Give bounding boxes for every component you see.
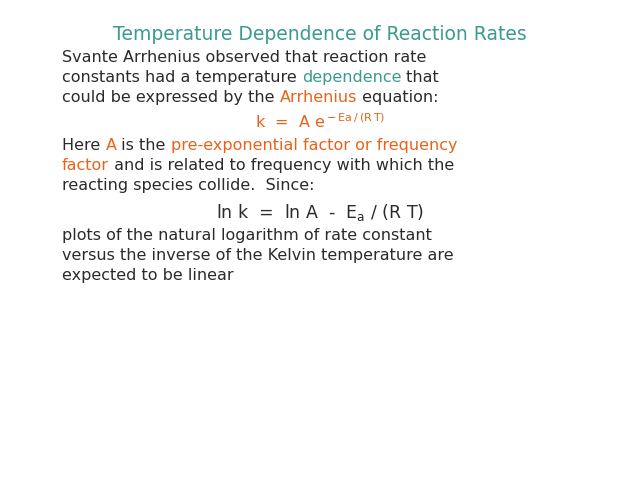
Text: factor: factor xyxy=(62,158,109,173)
Text: A: A xyxy=(106,138,116,153)
Text: Svante Arrhenius observed that reaction rate: Svante Arrhenius observed that reaction … xyxy=(62,50,426,65)
Text: that: that xyxy=(401,70,439,85)
Text: Here: Here xyxy=(62,138,106,153)
Text: reacting species collide.  Since:: reacting species collide. Since: xyxy=(62,178,314,193)
Text: versus the inverse of the Kelvin temperature are: versus the inverse of the Kelvin tempera… xyxy=(62,248,454,263)
Text: and is related to frequency with which the: and is related to frequency with which t… xyxy=(109,158,454,173)
Text: Temperature Dependence of Reaction Rates: Temperature Dependence of Reaction Rates xyxy=(113,25,527,44)
Text: expected to be linear: expected to be linear xyxy=(62,268,234,283)
Text: k  =  A e $\!^{-\,\mathsf{Ea\,/\,(R\,T)}}$: k = A e $\!^{-\,\mathsf{Ea\,/\,(R\,T)}}$ xyxy=(255,112,385,131)
Text: constants had a temperature: constants had a temperature xyxy=(62,70,302,85)
Text: ln k  =  ln A  -  E$_{\mathsf{a}}$ / (R T): ln k = ln A - E$_{\mathsf{a}}$ / (R T) xyxy=(216,202,424,223)
Text: plots of the natural logarithm of rate constant: plots of the natural logarithm of rate c… xyxy=(62,228,432,243)
Text: Arrhenius: Arrhenius xyxy=(280,90,357,105)
Text: could be expressed by the: could be expressed by the xyxy=(62,90,280,105)
Text: equation:: equation: xyxy=(357,90,438,105)
Text: is the: is the xyxy=(116,138,171,153)
Text: dependence: dependence xyxy=(302,70,401,85)
Text: pre-exponential factor or frequency: pre-exponential factor or frequency xyxy=(171,138,458,153)
